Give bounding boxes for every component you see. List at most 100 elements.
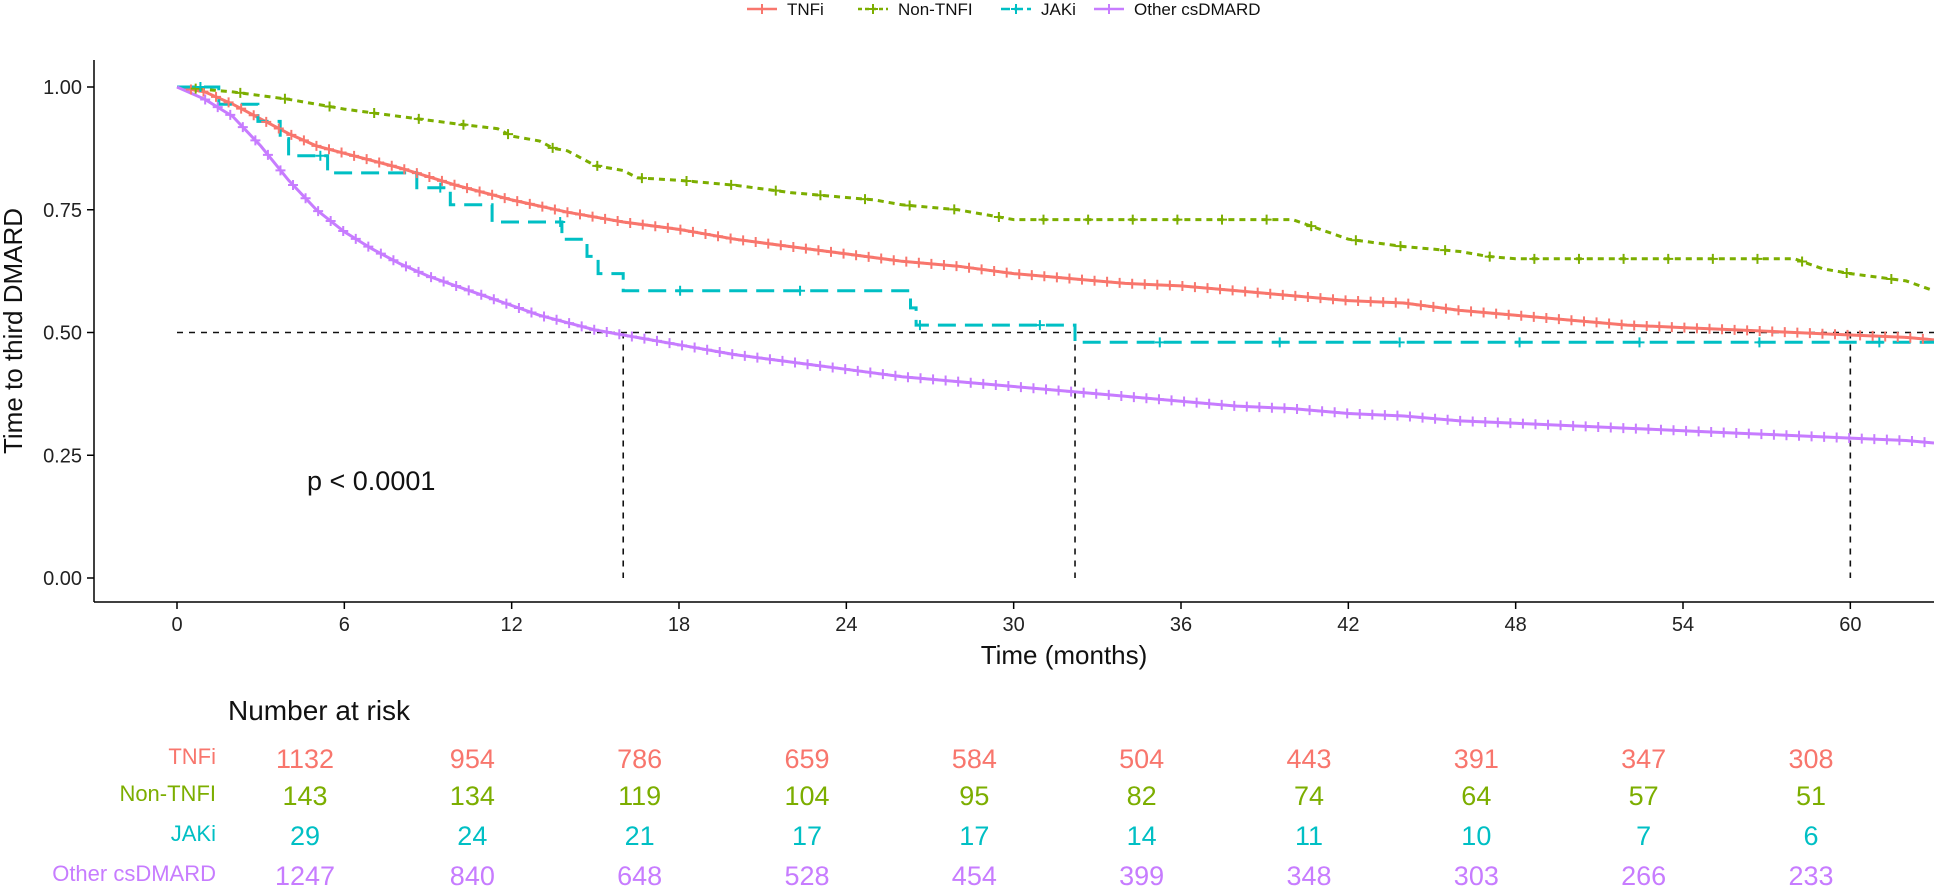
censor-mark [1139,279,1150,290]
censor-mark [562,207,573,218]
censor-mark [637,219,648,230]
censor-mark [702,344,713,355]
censor-mark [1856,433,1867,444]
risk-value: 51 [1796,781,1826,811]
censor-mark [1591,317,1602,328]
censor-mark [860,194,871,205]
censor-mark [501,298,512,309]
risk-value: 303 [1454,861,1499,891]
censor-mark [311,140,322,151]
censor-mark [413,266,424,277]
censor-mark [1641,320,1652,331]
censor-mark [1478,307,1489,318]
censor-mark [374,157,385,168]
censor-mark [600,213,611,224]
censor-mark [1919,437,1930,448]
censor-mark [1752,253,1763,264]
censor-mark [1704,323,1715,334]
censor-mark [1279,403,1290,414]
censor-mark [788,241,799,252]
censor-mark [795,285,806,296]
censor-mark [790,357,801,368]
risk-value: 233 [1788,861,1833,891]
censor-mark [288,180,299,191]
censor-mark [1455,415,1466,426]
censor-mark [463,285,474,296]
censor-mark [1041,384,1052,395]
censor-mark [1634,337,1645,348]
censor-mark [914,320,925,331]
censor-mark [651,335,662,346]
censor-mark [1315,293,1326,304]
censor-mark [1116,390,1127,401]
censor-mark [1304,405,1315,416]
censor-mark [1578,316,1589,327]
censor-mark [512,196,523,207]
risk-value: 119 [618,781,661,811]
risk-value: 24 [457,821,487,851]
censor-mark [1051,272,1062,283]
censor-mark [764,354,775,365]
censor-mark [223,97,234,108]
censor-mark [636,173,647,184]
y-tick-label: 0.25 [43,445,82,467]
censor-mark [687,226,698,237]
censor-mark [815,360,826,371]
censor-mark [1177,280,1188,291]
censor-mark [1015,382,1026,393]
censor-mark [1706,426,1717,437]
censor-mark [1240,286,1251,297]
censor-mark [1274,337,1285,348]
censor-mark [612,216,623,227]
censor-mark [1252,287,1263,298]
censor-mark [1164,280,1175,291]
censor-mark [1541,313,1552,324]
censor-mark [250,135,261,146]
censor-mark [1797,256,1808,267]
censor-mark [323,144,334,155]
censor-mark [813,245,824,256]
censor-mark [700,229,711,240]
censor-mark [993,211,1004,222]
legend-key-mark [1011,4,1021,14]
censor-mark [564,318,575,329]
risk-value: 10 [1461,821,1491,851]
censor-mark [976,264,987,275]
censor-mark [1261,214,1272,225]
censor-mark [1204,398,1215,409]
risk-value: 134 [450,781,495,811]
censor-mark [386,160,397,171]
censor-mark [424,172,435,183]
censor-mark [964,262,975,273]
censor-mark [324,101,335,112]
censor-mark [1528,311,1539,322]
censor-mark [524,198,535,209]
censor-mark [325,216,336,227]
censor-mark [338,225,349,236]
censor-mark [726,179,737,190]
censor-mark [1342,408,1353,419]
x-axis-title: Time (months) [981,640,1148,670]
y-tick-label: 0.00 [43,568,82,590]
censor-mark [1767,326,1778,337]
censor-mark [1191,397,1202,408]
censor-mark [1618,253,1629,264]
y-axis-title: Time to third DMARD [0,208,28,454]
censor-mark [838,248,849,259]
censor-mark [225,109,236,120]
censor-mark [1317,406,1328,417]
censor-mark [1681,425,1692,436]
risk-value: 17 [959,821,989,851]
censor-mark [639,333,650,344]
censor-mark [1141,393,1152,404]
risk-value: 1132 [276,744,334,774]
censor-mark [1604,318,1615,329]
censor-mark [904,200,915,211]
censor-mark [1403,298,1414,309]
censor-mark [499,193,510,204]
censor-mark [1127,214,1138,225]
censor-mark [1543,419,1554,430]
censor-mark [261,116,272,127]
censor-mark [913,257,924,268]
censor-mark [1379,410,1390,421]
